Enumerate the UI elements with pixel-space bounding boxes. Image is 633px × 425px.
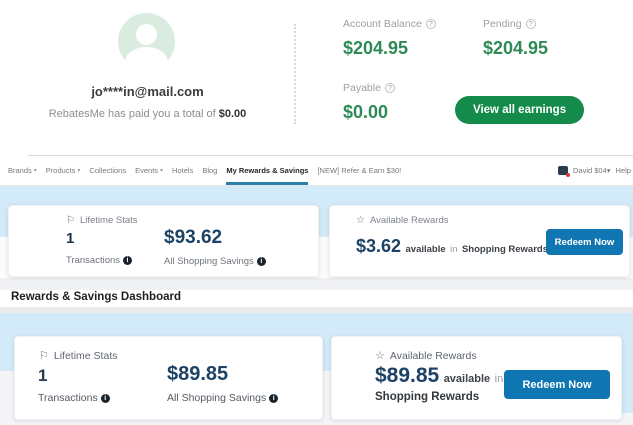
flag-icon: ⚐: [39, 350, 49, 362]
nav-item-blog[interactable]: Blog: [202, 165, 218, 175]
flag-icon: ⚐: [66, 215, 75, 226]
navbar-right-group: David $04▾ Help: [558, 157, 631, 184]
nav-item-collections[interactable]: Collections: [89, 165, 127, 175]
account-balance-label: Account Balance?: [343, 18, 436, 30]
available-word: available: [405, 244, 446, 255]
pending-label: Pending?: [483, 18, 536, 30]
transactions-label: Transactions i: [38, 392, 110, 404]
paid-total-value: $0.00: [218, 108, 247, 120]
blue-edge-strip: [622, 313, 633, 413]
star-icon: ☆: [356, 215, 365, 226]
help-link[interactable]: Help: [615, 166, 631, 175]
nav-item-my-rewards-savings[interactable]: My Rewards & Savings: [226, 158, 309, 185]
rewards-amount-row: $3.62 available in Shopping Rewards: [356, 236, 548, 257]
section-divider-line: [28, 155, 633, 156]
payable-label: Payable?: [343, 82, 395, 94]
star-icon: ☆: [375, 350, 385, 362]
in-word: in: [450, 244, 458, 255]
help-icon[interactable]: ?: [525, 19, 536, 29]
chevron-down-icon: ▾: [160, 167, 164, 174]
available-rewards-card-mid: ☆ Available Rewards $3.62 available in Sh…: [329, 205, 630, 277]
help-icon[interactable]: ?: [425, 19, 436, 29]
lifetime-stats-card-mid: ⚐ Lifetime Stats 1 Transactions i $93.62 A…: [8, 205, 319, 277]
section-title-row: Rewards & Savings Dashboard: [0, 290, 633, 313]
rewards-name: Shopping Rewards: [461, 244, 548, 255]
paid-note-text: RebatesMe has paid you a total of: [48, 108, 219, 120]
profile-block: jo****in@mail.com RebatesMe has paid you…: [0, 0, 295, 157]
nav-item-refer-earn[interactable]: [NEW] Refer & Earn $30!: [317, 165, 402, 175]
help-icon[interactable]: ?: [384, 83, 395, 93]
title-bottom-strip: [0, 307, 633, 313]
shopping-savings-value: $93.62: [164, 227, 223, 248]
available-word: available: [443, 373, 491, 385]
available-rewards-card-bottom: ☆ Available Rewards $89.85 available in S…: [331, 336, 622, 420]
user-email: jo****in@mail.com: [91, 84, 204, 99]
lifetime-stats-header: ⚐ Lifetime Stats: [39, 350, 118, 362]
view-all-earnings-button[interactable]: View all earnings: [455, 96, 585, 124]
rewards-name: Shopping Rewards: [375, 391, 480, 403]
avatar: [118, 13, 175, 70]
account-balance-value: $204.95: [343, 38, 409, 58]
gray-gap-strip: [0, 278, 633, 290]
user-menu[interactable]: David $04▾: [573, 166, 611, 175]
lifetime-stats-header: ⚐ Lifetime Stats: [66, 215, 138, 226]
lifetime-stats-card-bottom: ⚐ Lifetime Stats 1 Transactions i $89.85 A…: [14, 336, 323, 420]
payable-value: $0.00: [343, 102, 389, 122]
avatar-body-shape: [125, 47, 168, 70]
nav-item-hotels[interactable]: Hotels: [172, 165, 194, 175]
chevron-down-icon: ▾: [33, 167, 37, 174]
redeem-now-button-bottom[interactable]: Redeem Now: [504, 370, 610, 399]
transactions-label: Transactions i: [66, 255, 133, 266]
chevron-down-icon: ▾: [77, 167, 81, 174]
account-summary-section: jo****in@mail.com RebatesMe has paid you…: [0, 0, 633, 157]
pending-value: $204.95: [483, 38, 549, 58]
dashboard-section-bottom: ⚐ Lifetime Stats 1 Transactions i $89.85 A…: [0, 313, 633, 425]
nav-item-products[interactable]: Products ▾: [45, 165, 81, 175]
transactions-count: 1: [66, 230, 75, 247]
redeem-now-button-mid[interactable]: Redeem Now: [546, 229, 623, 255]
shopping-savings-label: All Shopping Savings i: [164, 256, 266, 267]
shopping-savings-value: $89.85: [167, 363, 229, 385]
transactions-count: 1: [38, 366, 48, 385]
available-rewards-header: ☆ Available Rewards: [356, 215, 449, 226]
rewards-amount-row: $89.85 available in: [375, 364, 503, 388]
page-title: Rewards & Savings Dashboard: [11, 291, 181, 303]
rewards-amount: $89.85: [375, 364, 440, 387]
nav-item-brands[interactable]: Brands ▾: [8, 165, 37, 175]
chevron-down-icon: ▾: [606, 166, 611, 175]
info-icon[interactable]: i: [269, 394, 279, 403]
paid-total-note: RebatesMe has paid you a total of $0.00: [0, 108, 295, 120]
avatar-head-shape: [136, 24, 157, 45]
nav-item-events[interactable]: Events ▾: [135, 165, 164, 175]
shopping-savings-label: All Shopping Savings i: [167, 392, 279, 404]
balance-block: Account Balance? Pending? $204.95 $204.9…: [343, 12, 631, 152]
info-icon[interactable]: i: [100, 394, 110, 403]
main-navbar: Brands ▾ Products ▾ Collections Events ▾ Ho…: [0, 157, 633, 186]
dashboard-section-mid: ⚐ Lifetime Stats 1 Transactions i $93.62 A…: [0, 186, 633, 290]
in-word: in: [494, 373, 504, 385]
messages-icon[interactable]: [558, 166, 570, 177]
rewards-amount: $3.62: [356, 236, 402, 256]
available-rewards-header: ☆ Available Rewards: [375, 350, 477, 362]
info-icon[interactable]: i: [123, 256, 133, 265]
vertical-dotted-divider: [294, 24, 296, 124]
info-icon[interactable]: i: [256, 257, 266, 266]
notification-dot: [566, 173, 570, 177]
